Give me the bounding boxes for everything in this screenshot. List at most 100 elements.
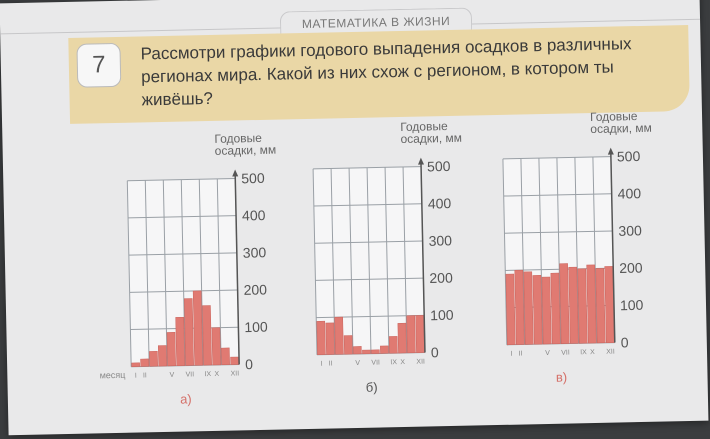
chart-label: а)	[180, 391, 192, 406]
y-axis	[234, 174, 240, 365]
y-tick-label: 0	[245, 356, 253, 372]
y-axis-arrow	[232, 169, 239, 177]
grid-line-v	[348, 168, 354, 355]
y-axis	[420, 162, 426, 353]
grid-line-h	[502, 156, 611, 160]
grid-line-v	[502, 158, 508, 345]
grid-line-v	[556, 157, 562, 344]
bar-VII	[184, 298, 194, 366]
bar-VI	[550, 272, 561, 345]
y-axis-label-unit: осадки, мм	[590, 121, 652, 136]
bar-I	[131, 362, 140, 367]
grid-line-v	[330, 168, 336, 355]
bar-XI	[406, 315, 416, 354]
bar-I	[505, 273, 516, 346]
bar-VI	[362, 349, 371, 355]
y-tick-label: 0	[621, 334, 629, 350]
x-axis-label: месяц	[100, 370, 126, 381]
grid-line-v	[180, 179, 186, 366]
x-tick-label: X	[590, 349, 595, 356]
grid-line-v	[216, 178, 222, 365]
bar-II	[140, 358, 149, 367]
bar-XII	[230, 356, 239, 365]
x-tick-label: IX	[390, 359, 397, 366]
bar-II	[514, 269, 525, 345]
bar-IX	[202, 305, 212, 366]
grid-line-h	[130, 326, 239, 331]
grid-line-v	[144, 180, 150, 367]
bar-IV	[532, 275, 543, 345]
grid-line-h	[506, 342, 615, 346]
x-tick-label: V	[355, 360, 360, 367]
y-tick-label: 500	[427, 158, 451, 174]
bar-X	[397, 322, 407, 354]
grid-line-v	[402, 166, 408, 353]
bar-IX	[388, 336, 398, 354]
x-tick-label: II	[518, 351, 522, 358]
bar-XI	[221, 347, 230, 366]
grid-line-v	[574, 157, 580, 344]
grid-line-h	[506, 304, 615, 309]
y-tick-label: 100	[430, 307, 454, 323]
bar-IV	[158, 345, 167, 367]
x-tick-label: VII	[561, 350, 570, 357]
x-tick-label: II	[329, 360, 333, 367]
bar-VI	[175, 316, 185, 367]
bar-IV	[343, 335, 353, 355]
grid-line-h	[504, 230, 613, 234]
bar-I	[316, 320, 326, 356]
chart-label: б)	[366, 380, 378, 395]
bar-V	[541, 276, 552, 345]
y-tick-label: 300	[428, 232, 452, 248]
grid-line-h	[127, 177, 236, 182]
y-tick-label: 500	[617, 148, 641, 164]
grid-line-v	[592, 156, 598, 343]
x-tick-label: VII	[371, 359, 380, 366]
grid-line-h	[313, 203, 422, 207]
y-tick-label: 400	[428, 195, 452, 211]
bar-VIII	[568, 266, 579, 344]
y-axis-label-unit: осадки, мм	[400, 131, 462, 146]
bar-XII	[415, 315, 425, 353]
y-axis-label: Годовые	[590, 109, 638, 124]
chart-label: в)	[556, 370, 568, 385]
x-tick-label: VII	[186, 371, 195, 378]
y-tick-label: 200	[619, 260, 643, 276]
bar-VII	[371, 349, 380, 354]
x-tick-label: IX	[204, 371, 211, 378]
grid-line-v	[162, 179, 168, 366]
x-tick-label: II	[143, 372, 147, 379]
y-tick-label: 400	[242, 207, 266, 223]
bar-VIII	[380, 345, 389, 354]
bar-X	[586, 264, 597, 344]
bar-V	[353, 346, 362, 355]
grid-line-h	[315, 277, 424, 281]
grid-line-v	[126, 180, 132, 367]
x-tick-label: XII	[606, 349, 615, 356]
x-tick-label: IX	[580, 349, 587, 356]
bar-III	[334, 316, 344, 355]
grid-line-v	[198, 179, 204, 366]
x-tick-label: I	[135, 373, 137, 380]
x-tick-label: I	[321, 361, 323, 368]
grid-line-h	[314, 240, 423, 244]
grid-line-h	[128, 215, 237, 219]
bar-III	[523, 271, 534, 345]
y-tick-label: 300	[618, 222, 642, 238]
grid-line-v	[312, 168, 318, 355]
grid-line-h	[313, 166, 422, 170]
grid-line-h	[316, 314, 425, 319]
grid-line-v	[384, 167, 390, 354]
grid-line-h	[128, 252, 237, 256]
x-tick-label: XII	[416, 359, 425, 366]
y-tick-label: 100	[620, 297, 644, 313]
y-axis	[610, 152, 616, 343]
bar-XI	[595, 268, 606, 344]
y-axis-arrow	[607, 147, 614, 155]
x-tick-label: XII	[231, 370, 240, 377]
grid-line-v	[520, 158, 526, 345]
